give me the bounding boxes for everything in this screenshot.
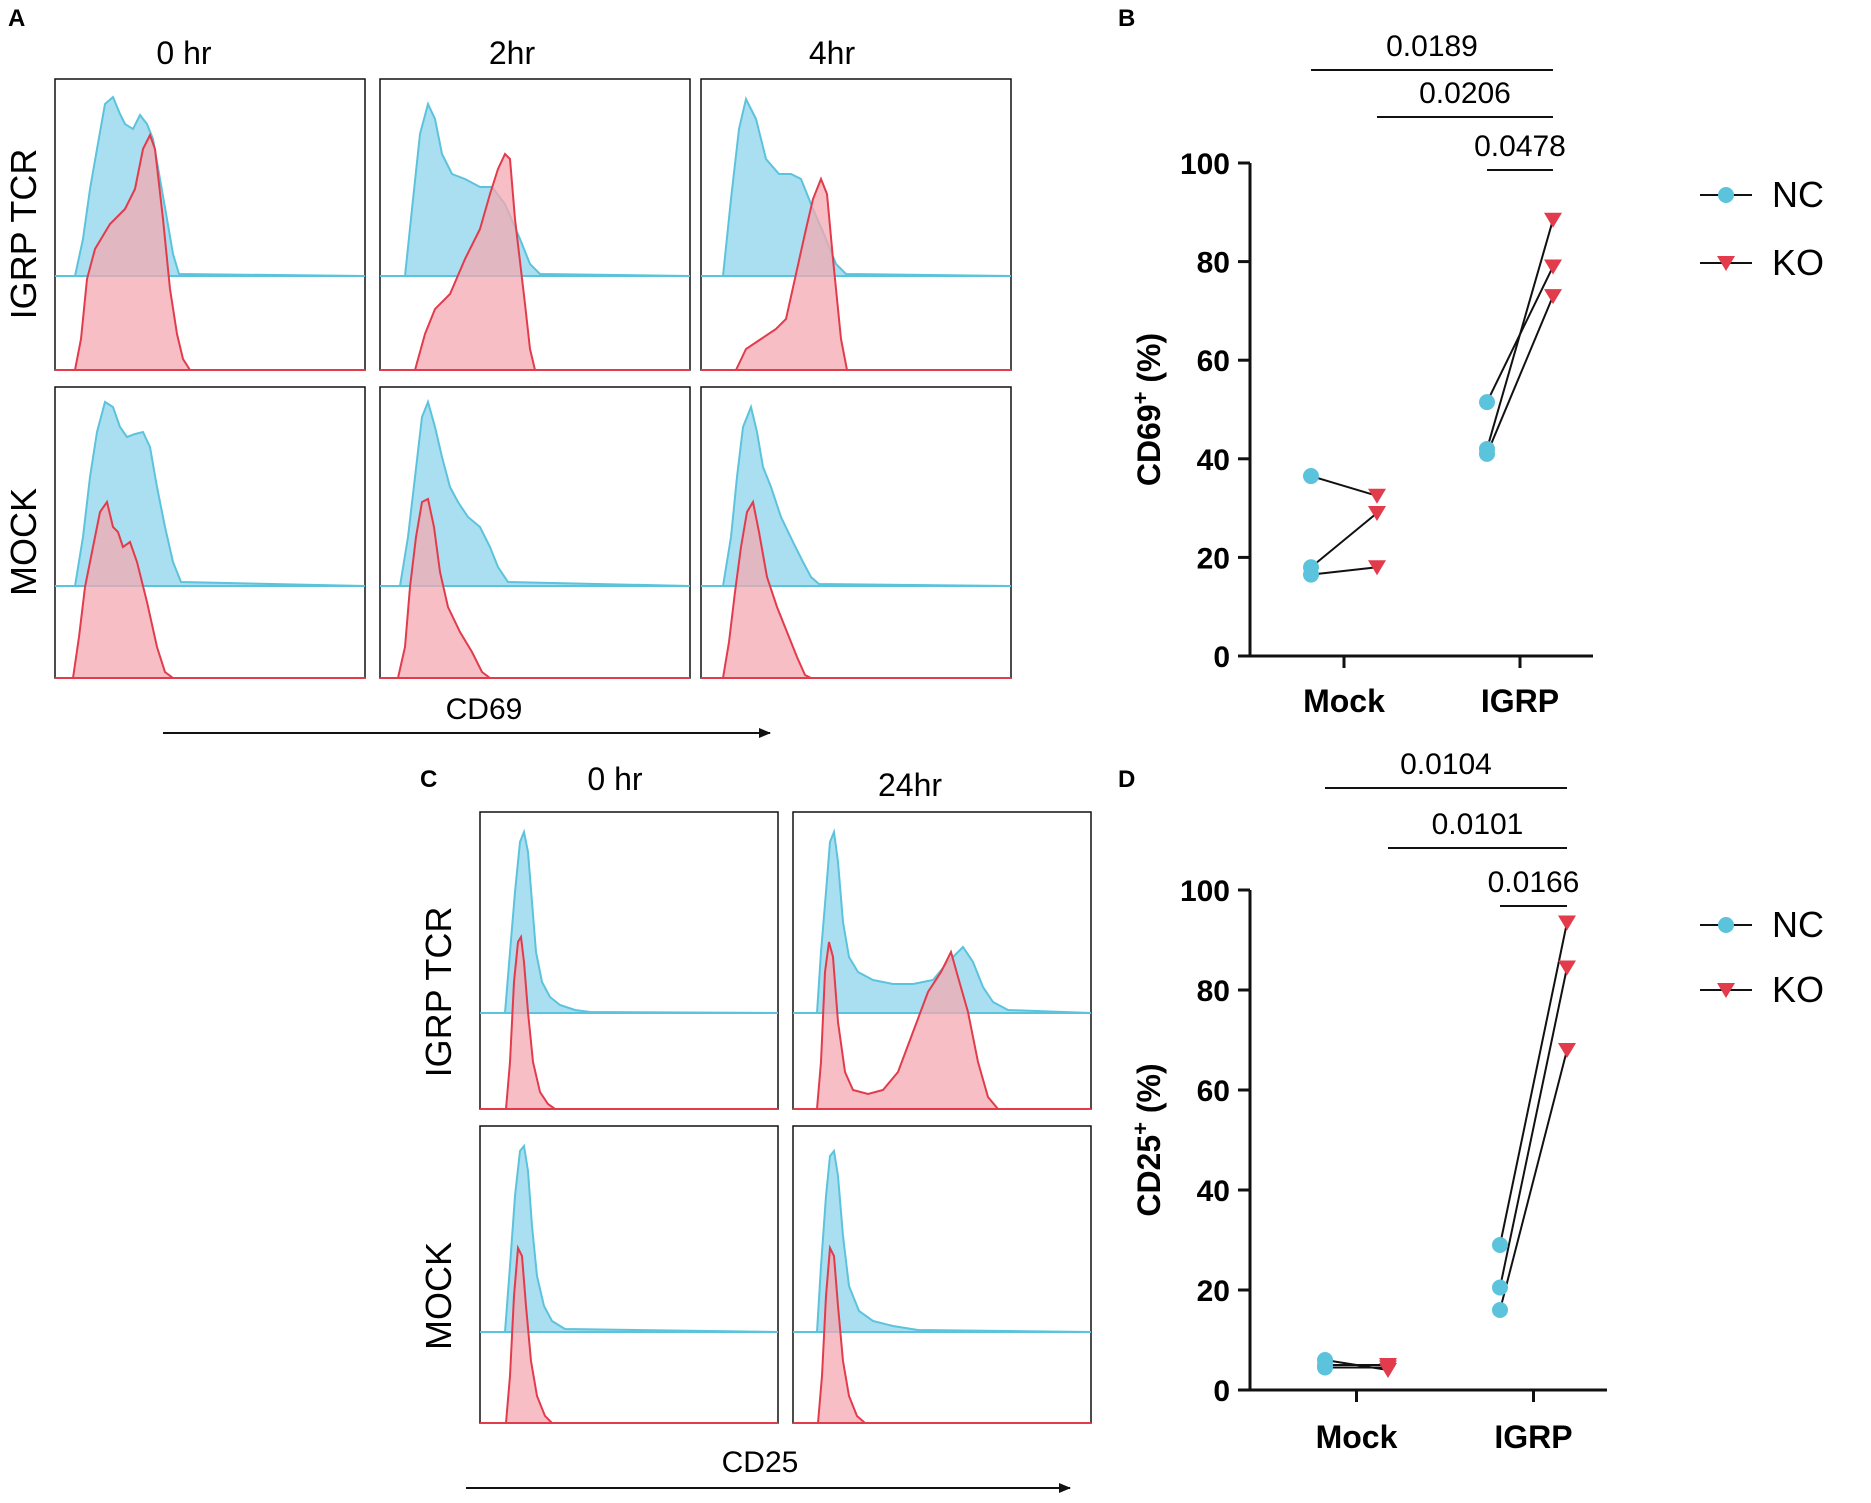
histogram-c-mock-24hr [792, 1125, 1092, 1424]
point-nc-mock-b-2 [1303, 566, 1319, 583]
column-label-4hr: 4hr [809, 35, 856, 71]
x-axis-label-cd25: CD25 [722, 1446, 799, 1479]
point-nc-igrp-b-2 [1479, 445, 1495, 462]
point-ko-mock-d-2 [1379, 1363, 1397, 1378]
y-tick-label-d-60: 60 [1197, 1075, 1230, 1108]
panel-letter-b: B [1118, 5, 1135, 32]
row-label-mock: MOCK [3, 488, 44, 596]
point-ko-igrp-d-2 [1558, 1043, 1576, 1058]
point-ko-igrp-b-1 [1544, 259, 1562, 275]
pair-line-igrp-b-1 [1486, 219, 1554, 450]
pvalue-label-b-0: 0.0189 [1386, 30, 1478, 63]
histogram-a-mock-2hr [379, 386, 691, 679]
column-label-2hr: 2hr [489, 35, 536, 71]
y-tick-label-b-20: 20 [1197, 542, 1230, 575]
point-nc-igrp-d-0 [1492, 1237, 1508, 1253]
point-nc-mock-b-0 [1303, 468, 1319, 485]
point-ko-igrp-b-0 [1544, 212, 1562, 228]
x-tick-label-d-igrp: IGRP [1494, 1419, 1572, 1455]
legend-marker-b-nc [1718, 187, 1734, 203]
row-label-igrp-tcr-c: IGRP TCR [418, 907, 459, 1078]
pair-line-mock-b-1 [1310, 512, 1378, 569]
y-tick-label-d-80: 80 [1197, 975, 1230, 1008]
point-ko-igrp-d-0 [1558, 915, 1576, 931]
point-nc-igrp-b-0 [1479, 394, 1495, 411]
y-tick-label-d-20: 20 [1197, 1275, 1230, 1308]
y-tick-label-b-40: 40 [1197, 444, 1230, 477]
legend-label-b-ko: KO [1772, 242, 1824, 283]
pvalue-label-b-1: 0.0206 [1419, 77, 1511, 110]
histogram-a-igrp-2hr [379, 78, 691, 371]
y-tick-label-b-60: 60 [1197, 345, 1230, 378]
pair-line-igrp-d-2 [1499, 1049, 1568, 1311]
pair-line-mock-b-0 [1310, 475, 1378, 497]
x-tick-label-b-mock: Mock [1303, 683, 1385, 719]
x-tick-label-d-mock: Mock [1316, 1419, 1398, 1455]
y-tick-label-b-100: 100 [1180, 148, 1230, 181]
point-nc-igrp-d-1 [1492, 1279, 1508, 1296]
histogram-a-mock-4hr [700, 386, 1012, 679]
histogram-c-mock-0hr [479, 1125, 779, 1424]
point-nc-igrp-d-2 [1492, 1302, 1508, 1318]
pair-line-mock-b-2 [1310, 566, 1378, 576]
legend-marker-d-nc [1718, 917, 1734, 933]
y-tick-label-b-0: 0 [1213, 641, 1230, 674]
histogram-c-igrp-0hr [479, 811, 779, 1110]
pair-line-igrp-d-0 [1499, 922, 1568, 1246]
y-tick-label-d-0: 0 [1213, 1375, 1230, 1408]
pvalue-label-b-2: 0.0478 [1474, 130, 1566, 163]
column-label-0hr-c: 0 hr [587, 761, 642, 797]
y-axis-label-b: CD69+ (%) [1128, 333, 1167, 486]
pair-line-igrp-b-2 [1486, 295, 1554, 455]
column-label-24hr: 24hr [878, 767, 942, 803]
point-ko-igrp-b-2 [1544, 289, 1562, 305]
y-axis-label-d: CD25+ (%) [1128, 1063, 1167, 1216]
point-ko-mock-b-0 [1368, 488, 1386, 504]
y-tick-label-d-100: 100 [1180, 875, 1230, 908]
panel-letter-a: A [8, 5, 25, 32]
histogram-a-igrp-0hr [54, 78, 366, 371]
legend-marker-d-ko [1717, 983, 1735, 998]
point-ko-igrp-d-1 [1558, 960, 1576, 976]
row-label-igrp-tcr: IGRP TCR [3, 149, 44, 320]
pvalue-label-d-2: 0.0166 [1488, 866, 1580, 899]
point-nc-mock-d-2 [1317, 1359, 1333, 1376]
point-ko-mock-b-2 [1368, 560, 1386, 576]
chart-d-cd25: 0 20 40 60 80 100 Mock IGRP CD25+ (%) 0.0104 0.010… [1128, 748, 1824, 1455]
x-axis-label-cd69: CD69 [446, 693, 523, 726]
y-tick-label-d-40: 40 [1197, 1175, 1230, 1208]
histogram-a-mock-0hr [54, 386, 366, 679]
legend-marker-b-ko [1717, 256, 1735, 271]
panel-c-histograms: 0 hr 24hr IGRP TCR MOCK CD25 [418, 761, 1092, 1493]
pair-line-igrp-d-1 [1499, 967, 1568, 1288]
histogram-a-igrp-4hr [700, 78, 1012, 371]
panel-a-histograms: 0 hr 2hr 4hr IGRP TCR MOCK [3, 35, 1012, 738]
point-ko-mock-b-1 [1368, 506, 1386, 522]
histogram-c-igrp-24hr [792, 811, 1092, 1110]
x-tick-label-b-igrp: IGRP [1481, 683, 1559, 719]
legend-label-b-nc: NC [1772, 174, 1824, 215]
legend-label-d-ko: KO [1772, 969, 1824, 1010]
pvalue-label-d-1: 0.0101 [1432, 808, 1524, 841]
row-label-mock-c: MOCK [418, 1242, 459, 1350]
y-tick-label-b-80: 80 [1197, 247, 1230, 280]
legend-label-d-nc: NC [1772, 904, 1824, 945]
chart-b-cd69: 0 20 40 60 80 100 Mock IGRP CD69+ (%) 0.0189 0.020… [1128, 30, 1824, 719]
column-label-0hr: 0 hr [156, 35, 211, 71]
pvalue-label-d-0: 0.0104 [1400, 748, 1492, 781]
panel-letter-d: D [1118, 766, 1135, 793]
panel-letter-c: C [420, 766, 437, 793]
